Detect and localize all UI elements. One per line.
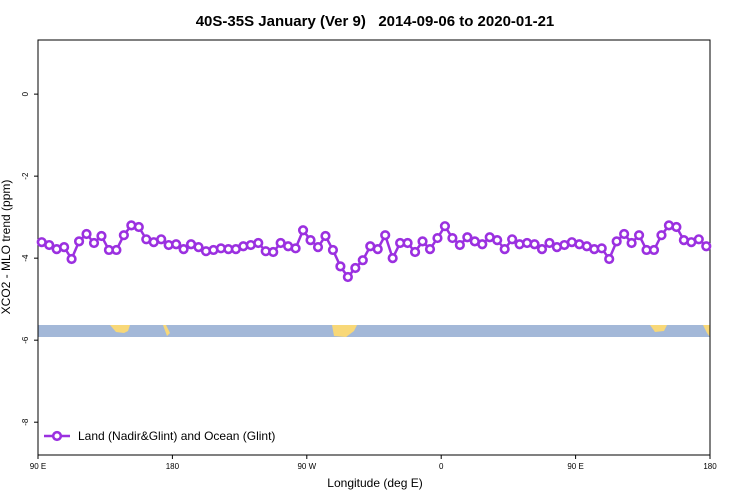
- land: [163, 325, 170, 336]
- data-point: [380, 230, 391, 241]
- data-point: [596, 243, 607, 254]
- data-point: [253, 237, 264, 249]
- data-point: [626, 237, 637, 249]
- data-point: [73, 236, 85, 247]
- land: [703, 325, 710, 337]
- data-point: [701, 241, 712, 252]
- data-point: [111, 244, 122, 256]
- data-point: [96, 230, 107, 242]
- x-tick-label: 90 E: [567, 462, 583, 471]
- data-point: [88, 237, 100, 249]
- data-point: [133, 221, 144, 233]
- data-point: [424, 244, 436, 255]
- land: [332, 325, 357, 337]
- ocean-strip: [38, 325, 710, 337]
- x-tick-label: 90 E: [30, 462, 46, 471]
- data-point: [268, 246, 279, 258]
- data-point: [432, 232, 443, 244]
- data-point: [492, 235, 503, 246]
- data-point: [409, 246, 421, 258]
- land: [110, 325, 130, 333]
- data-point: [507, 234, 518, 245]
- x-tick-label: 180: [166, 462, 180, 471]
- y-tick-label: -6: [21, 336, 30, 344]
- data-point: [156, 234, 167, 245]
- data-point: [544, 237, 555, 249]
- data-point: [81, 228, 92, 240]
- data-point: [44, 239, 55, 251]
- data-point: [372, 244, 383, 255]
- land: [650, 325, 667, 332]
- data-point: [671, 221, 682, 233]
- data-point: [118, 230, 129, 241]
- y-tick-label: 0: [21, 91, 30, 96]
- data-point: [320, 230, 331, 242]
- data-point: [335, 261, 346, 272]
- data-point: [171, 239, 182, 250]
- data-point: [499, 244, 510, 255]
- x-axis-label: Longitude (deg E): [327, 476, 422, 490]
- data-point: [693, 234, 704, 245]
- data-point: [462, 232, 473, 243]
- y-tick-label: -2: [21, 172, 30, 180]
- data-point: [178, 244, 189, 255]
- data-point: [66, 253, 77, 265]
- y-axis-label: XCO2 - MLO trend (ppm): [0, 180, 13, 315]
- x-tick-label: 180: [703, 462, 717, 471]
- data-point: [312, 241, 324, 253]
- data-point: [633, 230, 645, 241]
- data-point: [327, 244, 339, 256]
- data-point: [387, 253, 398, 264]
- data-point: [648, 244, 660, 256]
- data-point: [604, 253, 615, 265]
- data-point: [305, 235, 316, 246]
- data-point: [477, 239, 488, 250]
- data-point: [357, 255, 368, 266]
- land-ocean-strip: [38, 325, 710, 337]
- data-point: [529, 239, 540, 250]
- data-point: [297, 225, 309, 236]
- data-point: [447, 232, 458, 244]
- x-tick-label: 90 W: [297, 462, 316, 471]
- data-point: [536, 244, 548, 255]
- legend-marker: [51, 430, 63, 442]
- data-point: [417, 236, 428, 247]
- legend-label: Land (Nadir&Glint) and Ocean (Glint): [78, 429, 275, 443]
- data-point: [59, 241, 70, 253]
- data-point: [656, 230, 667, 241]
- data-point: [342, 271, 353, 283]
- data-point: [454, 239, 465, 251]
- y-tick-label: -4: [21, 254, 30, 262]
- y-tick-label: -8: [21, 418, 30, 426]
- chart-title: 40S-35S January (Ver 9) 2014-09-06 to 20…: [196, 13, 555, 30]
- data-point: [611, 236, 622, 247]
- data-point: [350, 262, 361, 274]
- data-point: [439, 221, 451, 232]
- data-point: [290, 243, 301, 254]
- data-point: [402, 237, 413, 249]
- data-point: [619, 228, 630, 240]
- x-tick-label: 0: [439, 462, 444, 471]
- data-point: [193, 241, 204, 253]
